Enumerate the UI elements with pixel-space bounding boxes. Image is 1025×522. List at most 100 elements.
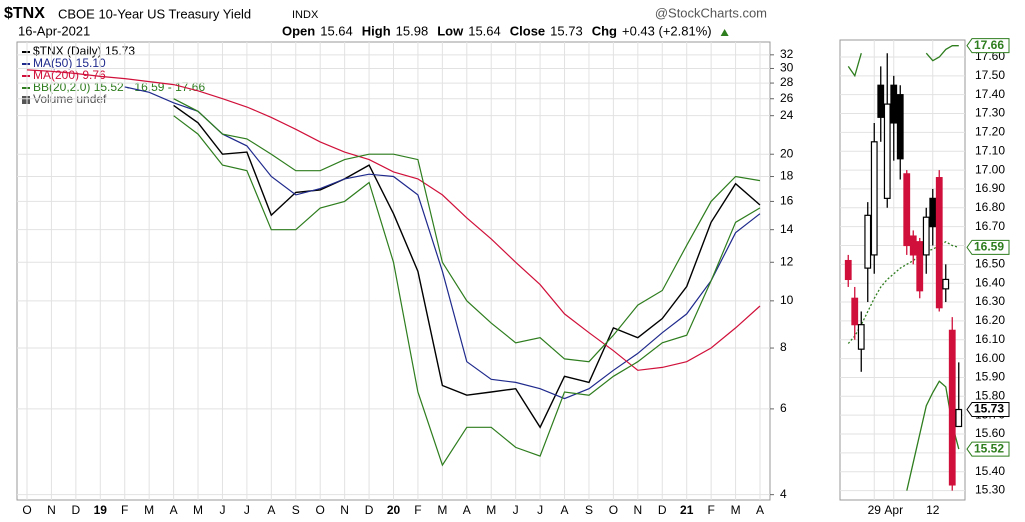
y-tick-label: 16.00 [975,351,1005,365]
x-tick-label: M [731,503,741,517]
y-tick-label: 18 [780,169,794,183]
candle-body [883,103,891,199]
ohlc-value: 15.98 [396,23,429,38]
x-tick-label: M [486,503,496,517]
price-label: 17.66 [974,38,1004,52]
ohlc-label: Chg [592,23,617,38]
x-tick-label: A [561,503,569,517]
y-tick-label: 8 [780,340,787,354]
candle-body [903,173,911,247]
price-flag [966,441,1010,457]
y-tick-label: 15.30 [975,483,1005,497]
x-tick-label: F [707,503,714,517]
x-tick-label: S [585,503,593,517]
y-tick-label: 14 [780,222,794,236]
y-tick-label: 16.30 [975,294,1005,308]
x-tick-label: J [537,503,543,517]
candle-body [948,329,956,486]
y-tick-label: 16 [780,194,794,208]
ohlc-label: Low [437,23,464,38]
y-tick-label: 15.80 [975,388,1005,402]
x-tick-label: 12 [926,503,940,517]
candle-body [890,84,898,124]
band-line [173,115,761,467]
price-flag [966,402,1010,418]
y-tick-label: 20 [780,146,794,160]
source: @StockCharts.com [655,5,767,20]
x-tick-label: Apr [884,503,903,517]
y-tick-label: 30 [780,61,794,75]
ohlc-value: +0.43 (+2.81%) [622,23,712,38]
y-tick-label: 16.40 [975,275,1005,289]
series-line [173,98,761,363]
series-line [26,69,761,371]
y-tick-label: 17.40 [975,87,1005,101]
up-arrow [720,29,729,36]
x-tick-label: D [72,503,81,517]
candle-body [896,94,904,160]
x-tick-label: A [170,503,178,517]
y-tick-label: 26 [780,91,794,105]
x-tick-label: M [193,503,203,517]
y-tick-label: 15.90 [975,370,1005,384]
candle-body [857,324,865,350]
bb-line [847,240,959,344]
y-tick-label: 4 [780,487,787,501]
x-tick-label: D [658,503,667,517]
x-tick-label: N [340,503,349,517]
candles [844,45,963,491]
x-tick-label: D [365,503,374,517]
x-tick-label: 29 [868,503,882,517]
candle-body [922,216,930,256]
y-tick-label: 17.20 [975,125,1005,139]
x-tick-label: 19 [94,503,108,517]
x-tick-label: O [609,503,618,517]
x-tick-label: O [316,503,325,517]
candle-body [870,141,878,256]
y-tick-label: 16.10 [975,332,1005,346]
y-tick-label: 17.50 [975,68,1005,82]
x-tick-label: J [244,503,250,517]
y-tick-label: 17.30 [975,106,1005,120]
ohlc-label: High [362,23,391,38]
x-tick-label: A [267,503,275,517]
price-label: 15.73 [974,402,1004,416]
price-flag [966,38,1010,54]
y-tick-label: 15.60 [975,426,1005,440]
x-tick-label: A [756,503,764,517]
x-tick-label: J [513,503,519,517]
ohlc-bar: Open 15.64 High 15.98 Low 15.64 Close 15.73 Chg +… [282,23,729,38]
x-tick-label: O [22,503,31,517]
candle-body [877,84,885,118]
x-tick-label: J [219,503,225,517]
candle-body [851,297,859,326]
candle-body [844,259,852,281]
y-tick-label: 16.20 [975,313,1005,327]
y-tick-label: 10 [780,293,794,307]
candle-body [916,241,924,292]
y-tick-label: 16.90 [975,181,1005,195]
x-tick-label: S [292,503,300,517]
bb-line [847,45,959,78]
price-flag [966,239,1010,255]
x-tick-label: M [144,503,154,517]
ohlc-label: Close [510,23,545,38]
ohlc-label: Open [282,23,315,38]
ohlc-value: 15.64 [468,23,501,38]
x-tick-label: N [633,503,642,517]
price-label: 16.59 [974,240,1004,254]
date: 16-Apr-2021 [18,23,90,38]
candle-body [935,177,943,309]
candle-body [942,278,950,290]
legend-swatch [22,96,30,104]
candle-body [909,235,917,256]
x-tick-label: A [463,503,471,517]
ohlc-value: 15.73 [550,23,583,38]
y-tick-label: 28 [780,75,794,89]
series-line [173,104,761,429]
x-tick-label: 21 [680,503,694,517]
y-tick-label: 16.50 [975,257,1005,271]
x-tick-label: F [121,503,128,517]
